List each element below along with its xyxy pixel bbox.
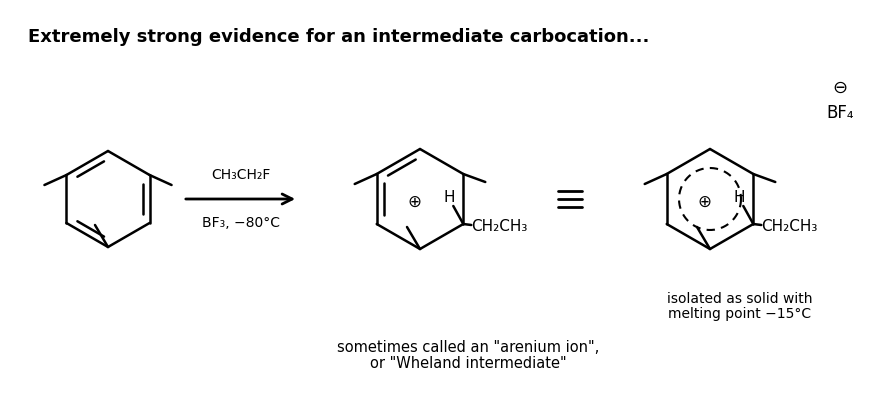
Text: ⊖: ⊖ xyxy=(832,79,847,97)
Text: BF₄: BF₄ xyxy=(826,104,854,122)
Text: Extremely strong evidence for an intermediate carbocation...: Extremely strong evidence for an interme… xyxy=(28,28,649,46)
Text: CH₂CH₃: CH₂CH₃ xyxy=(761,219,818,234)
Text: ⊕: ⊕ xyxy=(697,192,711,211)
Text: sometimes called an "arenium ion",: sometimes called an "arenium ion", xyxy=(337,339,599,354)
Text: ⊕: ⊕ xyxy=(407,192,421,211)
Text: CH₂CH₃: CH₂CH₃ xyxy=(471,219,528,234)
Text: isolated as solid with: isolated as solid with xyxy=(667,291,813,305)
Text: melting point −15°C: melting point −15°C xyxy=(668,306,812,320)
Text: CH₃CH₂F: CH₃CH₂F xyxy=(211,168,270,181)
Text: BF₃, −80°C: BF₃, −80°C xyxy=(202,215,279,230)
Text: or "Wheland intermediate": or "Wheland intermediate" xyxy=(369,355,566,370)
Text: H: H xyxy=(733,190,745,205)
Text: H: H xyxy=(443,190,455,205)
